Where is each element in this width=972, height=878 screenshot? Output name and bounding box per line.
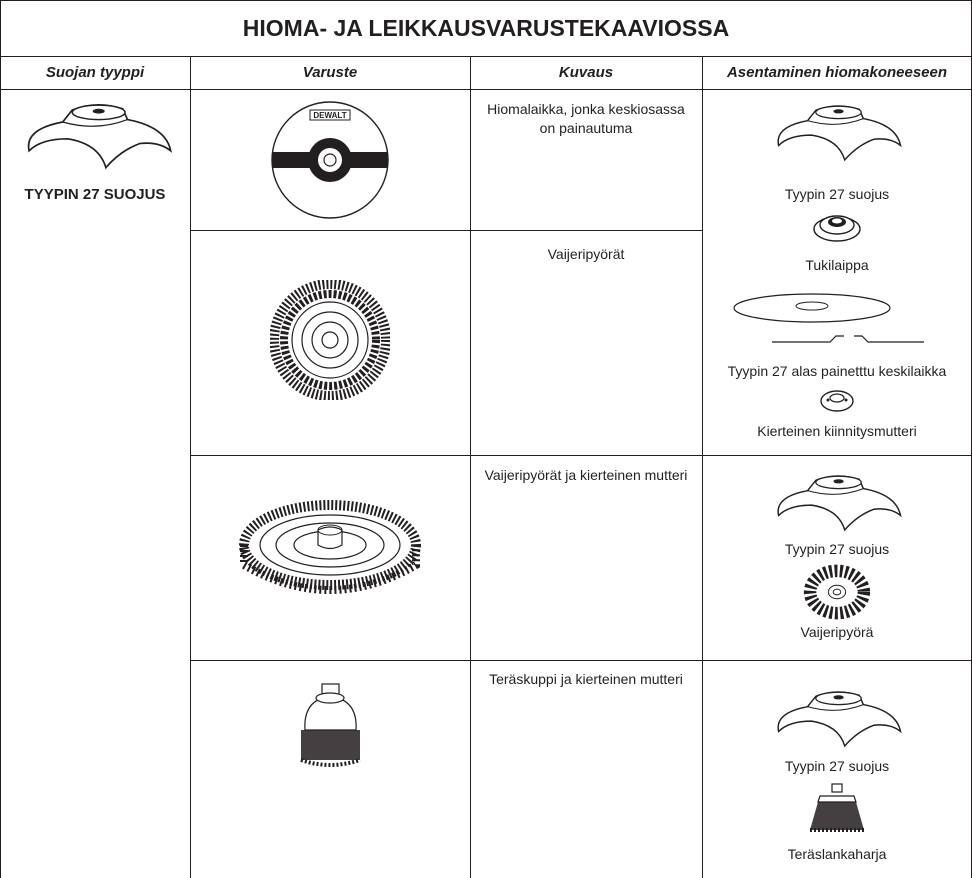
wire-wheel-nut-image: [239, 500, 421, 594]
header: Kuvaus: [558, 64, 614, 81]
guard-label: TYYPIN 27 SUOJUS: [24, 186, 166, 203]
header: Varuste: [302, 64, 358, 81]
disc-image: DEWALT: [271, 101, 389, 219]
description: Hiomalaikka, jonka keskiosassa on painau…: [487, 101, 685, 136]
guard-image: [770, 100, 905, 162]
header: Suojan tyyppi: [45, 64, 145, 81]
border: [470, 56, 471, 878]
mounting-label: Vaijeripyörä: [800, 624, 874, 640]
wire-wheel-image: [803, 564, 871, 620]
guard-image: [770, 686, 905, 748]
mounting-label: Tyypin 27 suojus: [784, 758, 890, 774]
border: [0, 0, 1, 878]
border: [0, 0, 972, 1]
guard-image: [15, 98, 180, 170]
wire-wheel-image: [270, 280, 390, 400]
mounting-label: Teräslankaharja: [787, 846, 887, 862]
mounting-label: Kierteinen kiinnitysmutteri: [757, 423, 917, 439]
depressed-disc-image: [733, 293, 924, 343]
flange-image: [813, 215, 861, 242]
description: Vaijeripyörät ja kierteinen mutteri: [484, 467, 688, 483]
description: Vaijeripyörät: [547, 246, 625, 262]
nut-image: [820, 390, 854, 412]
brand-logo: DEWALT: [313, 111, 346, 120]
description: Teräskuppi ja kierteinen mutteri: [489, 671, 683, 687]
border: [190, 56, 191, 878]
title: HIOMA- JA LEIKKAUSVARUSTEKAAVIOSSA: [242, 15, 730, 41]
border: [702, 56, 703, 878]
border: [190, 660, 972, 661]
mounting-label: Tyypin 27 alas painetttu keskilaikka: [727, 363, 947, 379]
header: Asentaminen hiomakoneeseen: [726, 64, 948, 81]
cup-brush-image: [300, 683, 361, 767]
cup-brush-image: [810, 783, 864, 832]
mounting-label: Tyypin 27 suojus: [784, 186, 890, 202]
border: [0, 56, 972, 57]
guard-image: [770, 470, 905, 532]
mounting-label: Tyypin 27 suojus: [784, 541, 890, 557]
border: [190, 230, 702, 231]
border: [190, 455, 972, 456]
border: [0, 89, 972, 90]
mounting-label: Tukilaippa: [805, 257, 869, 273]
